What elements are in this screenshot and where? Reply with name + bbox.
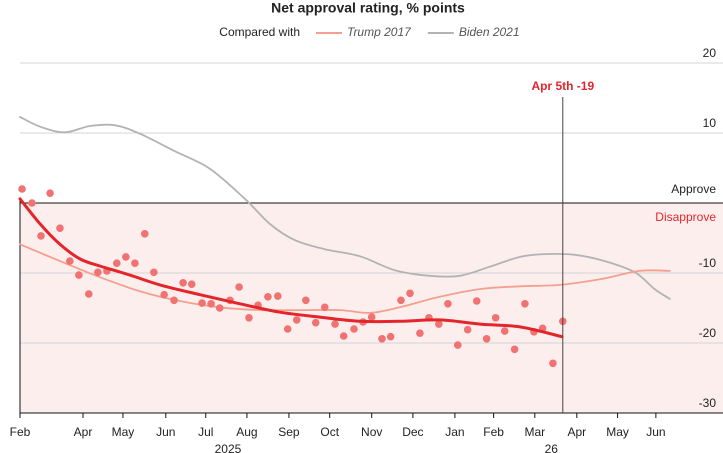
data-point xyxy=(406,289,414,298)
data-point xyxy=(416,329,424,338)
data-point xyxy=(94,268,102,277)
y-tick-label: 20 xyxy=(703,46,717,60)
data-point xyxy=(75,271,83,279)
data-point xyxy=(140,230,149,238)
data-point xyxy=(463,325,472,334)
data-point xyxy=(112,259,121,268)
data-point xyxy=(198,299,206,307)
year-label: 2025 xyxy=(215,442,242,453)
x-tick-label: Feb xyxy=(483,425,504,439)
x-tick-label: Dec xyxy=(402,425,423,439)
data-point xyxy=(28,199,36,207)
x-tick-label: May xyxy=(112,425,135,439)
data-point xyxy=(283,325,292,333)
x-tick-label: Apr xyxy=(567,425,586,439)
y-tick-label: -30 xyxy=(699,396,717,410)
data-point xyxy=(367,313,376,321)
data-point xyxy=(84,290,93,298)
x-tick-label: Apr xyxy=(74,425,93,439)
x-tick-label: Oct xyxy=(320,425,339,439)
data-point xyxy=(56,224,64,232)
data-point xyxy=(453,341,462,349)
series-line xyxy=(18,197,564,339)
data-point xyxy=(386,332,395,341)
x-tick-label: Jun xyxy=(646,425,665,439)
x-tick-label: Feb xyxy=(10,425,31,439)
data-point xyxy=(521,300,529,308)
series-line xyxy=(19,116,671,300)
data-point xyxy=(331,320,339,328)
data-point xyxy=(302,296,310,305)
data-point xyxy=(435,320,443,328)
data-point xyxy=(397,296,405,305)
x-tick-label: May xyxy=(606,425,629,439)
data-point xyxy=(444,300,452,308)
data-point xyxy=(235,283,243,291)
data-point xyxy=(187,280,196,289)
disapprove-zone xyxy=(20,203,723,413)
x-tick-label: Sep xyxy=(278,425,300,439)
data-point xyxy=(122,253,130,261)
data-point xyxy=(37,232,45,240)
x-tick-label: Jan xyxy=(445,425,464,439)
data-point xyxy=(66,257,74,265)
data-point xyxy=(320,303,329,312)
data-point xyxy=(18,185,26,193)
data-point xyxy=(46,189,54,197)
data-point xyxy=(170,296,178,305)
data-point xyxy=(245,314,253,322)
x-tick-label: Nov xyxy=(361,425,382,439)
legend-label: Compared with xyxy=(219,25,300,39)
legend-entry: Trump 2017 xyxy=(347,25,412,39)
data-point xyxy=(264,293,272,301)
data-point xyxy=(150,268,158,277)
data-point xyxy=(350,325,358,333)
data-point xyxy=(179,279,187,287)
x-tick-label: Jun xyxy=(156,425,175,439)
y-tick-label: -10 xyxy=(699,256,717,270)
data-point xyxy=(215,304,224,312)
data-point xyxy=(510,345,519,354)
data-point xyxy=(549,359,557,368)
data-point xyxy=(160,290,168,299)
data-point xyxy=(482,335,491,343)
x-tick-label: Aug xyxy=(236,425,257,439)
data-point xyxy=(292,316,301,324)
data-point xyxy=(500,327,509,335)
legend-entry: Biden 2021 xyxy=(459,25,520,39)
data-point xyxy=(472,297,481,305)
x-tick-label: Mar xyxy=(524,425,545,439)
y-tick-label: 10 xyxy=(703,116,717,130)
approve-label: Approve xyxy=(671,182,716,196)
data-point xyxy=(131,259,139,268)
data-point xyxy=(491,314,500,322)
data-point xyxy=(311,318,320,327)
disapprove-label: Disapprove xyxy=(655,210,716,224)
x-tick-label: Jul xyxy=(198,425,213,439)
data-point xyxy=(378,335,386,343)
year-label: 26 xyxy=(545,442,559,453)
marker-label: Apr 5th -19 xyxy=(531,79,594,93)
y-tick-label: -20 xyxy=(699,326,717,340)
data-point xyxy=(207,300,215,308)
data-point xyxy=(339,332,348,340)
data-point xyxy=(274,292,282,300)
chart-title: Net approval rating, % points xyxy=(271,0,465,16)
